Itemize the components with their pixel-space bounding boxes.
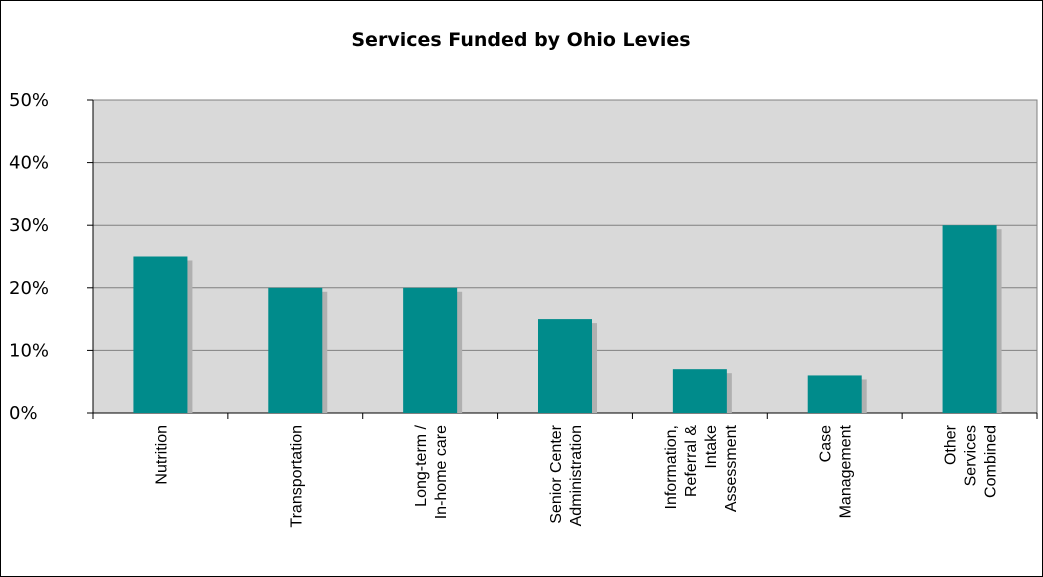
x-tick-label-line: Services xyxy=(963,425,980,486)
x-tick-label-line: Nutrition xyxy=(153,425,170,485)
x-tick-label: Transportation xyxy=(288,425,305,528)
x-tick-label: Other Services Combined xyxy=(943,424,1000,498)
bar xyxy=(538,319,592,413)
y-tick-label: 30% xyxy=(9,215,49,236)
bar xyxy=(672,369,727,413)
x-tick-label: Information, Referral & Intake Assessment xyxy=(663,424,740,512)
bar xyxy=(268,287,323,413)
x-tick-label-line: Long-term / xyxy=(413,424,430,506)
x-tick-label: Nutrition xyxy=(153,425,170,485)
x-tick-label-line: In-home care xyxy=(433,425,450,519)
x-tick-label-line: Administration xyxy=(568,425,585,526)
x-tick-label-line: Assessment xyxy=(723,424,740,512)
x-tick-label-line: Case xyxy=(818,425,835,462)
x-tick-label: Case Management xyxy=(818,424,855,518)
bar xyxy=(403,287,458,413)
y-tick-label: 40% xyxy=(9,153,49,174)
x-tick-label-line: Referral & xyxy=(683,425,700,497)
x-tick-label-line: Transportation xyxy=(288,425,305,528)
x-tick-label-line: Senior Center xyxy=(548,424,565,523)
plot-area: 0% 10% 20% 30% 40% 50% Nutrition Transportation… xyxy=(9,90,1038,528)
x-tick-label-line: Intake xyxy=(703,425,720,469)
bar xyxy=(133,256,188,413)
x-tick-label-line: Other xyxy=(943,424,960,465)
y-tick-label: 50% xyxy=(9,90,49,111)
y-tick-label: 10% xyxy=(9,340,49,361)
bar xyxy=(807,375,862,413)
x-tick-label: Long-term / In-home care xyxy=(413,424,450,519)
x-tick-label: Senior Center Administration xyxy=(548,424,585,526)
x-tick-label-line: Combined xyxy=(983,425,1000,498)
y-tick-label: 20% xyxy=(9,278,49,299)
x-tick-label-line: Management xyxy=(838,424,855,518)
x-tick-label-line: Information, xyxy=(663,425,680,509)
chart-title: Services Funded by Ohio Levies xyxy=(351,29,690,51)
y-tick-label: 0% xyxy=(9,403,38,424)
bar xyxy=(942,225,997,413)
